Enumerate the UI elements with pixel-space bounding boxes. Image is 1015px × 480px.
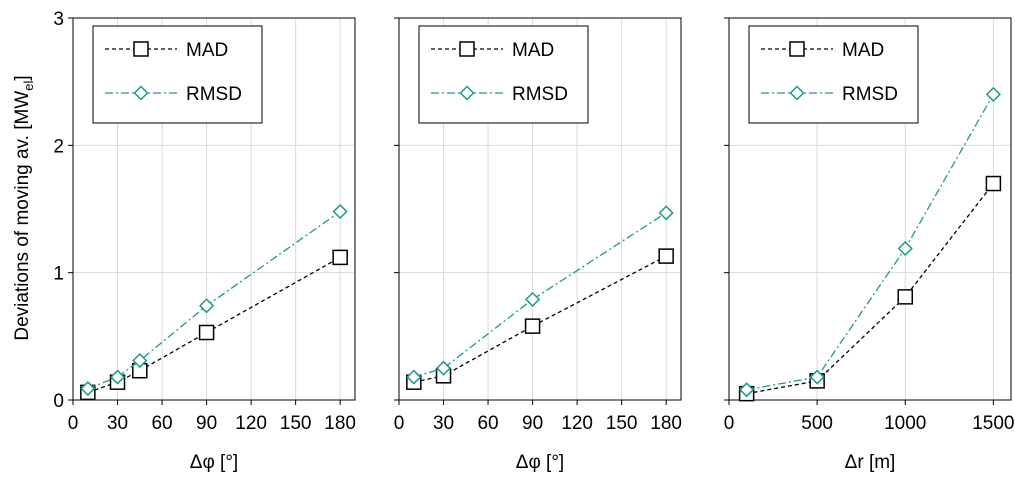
legend-marker-rmsd bbox=[459, 85, 475, 101]
data-point-rmsd bbox=[809, 369, 825, 385]
legend-label-rmsd: RMSD bbox=[512, 84, 568, 105]
x-tick-label: 0 bbox=[724, 413, 735, 434]
legend-marker-rmsd bbox=[133, 85, 149, 101]
x-tick-label: 60 bbox=[151, 413, 172, 434]
x-axis-label: Δφ [°] bbox=[516, 452, 564, 473]
data-point-rmsd bbox=[658, 205, 674, 221]
legend: MAD RMSD bbox=[92, 25, 263, 124]
x-tick-label: 30 bbox=[107, 413, 128, 434]
y-tick-label: 0 bbox=[53, 391, 64, 412]
plot-frame bbox=[398, 17, 682, 401]
y-tick-label: 2 bbox=[53, 136, 64, 157]
panels: 0 30 60 90 120 150 180 0 1 2 3 Δφ [°] MAD RMSD 0 30 60 90… bbox=[53, 9, 1014, 473]
data-point-rmsd bbox=[109, 369, 126, 385]
data-point-mad bbox=[985, 175, 1002, 192]
series-line-rmsd bbox=[746, 94, 994, 391]
data-point-rmsd bbox=[332, 203, 348, 220]
data-point-mad bbox=[897, 289, 913, 305]
data-point-rmsd bbox=[435, 360, 452, 376]
chart-panel-1: 0 30 60 90 120 150 180 0 1 2 3 Δφ [°] MAD RMSD bbox=[53, 9, 356, 473]
x-tick-label: 180 bbox=[324, 413, 356, 434]
x-tick-label: 0 bbox=[68, 413, 79, 434]
legend-marker-mad bbox=[459, 41, 475, 57]
legend-box bbox=[418, 25, 589, 124]
y-axis-label-subscript: el bbox=[21, 81, 36, 91]
x-tick-label: 120 bbox=[561, 413, 593, 434]
y-axis-label: Deviations of moving av. [MWel] bbox=[12, 75, 36, 340]
x-tick-label: 150 bbox=[280, 413, 312, 434]
series-line-mad bbox=[413, 255, 667, 383]
legend-label-mad: MAD bbox=[186, 40, 228, 61]
data-point-mad bbox=[658, 248, 674, 264]
x-axis-label: Δφ [°] bbox=[190, 452, 238, 473]
x-tick-label: 60 bbox=[477, 413, 498, 434]
data-point-rmsd bbox=[985, 86, 1001, 102]
data-point-rmsd bbox=[897, 240, 913, 257]
data-point-mad bbox=[524, 318, 541, 334]
legend-label-mad: MAD bbox=[512, 40, 554, 61]
data-point-rmsd bbox=[199, 298, 215, 314]
legend-label-mad: MAD bbox=[842, 40, 884, 61]
x-tick-label: 30 bbox=[433, 413, 454, 434]
y-tick-label: 1 bbox=[53, 264, 64, 285]
x-tick-label: 180 bbox=[650, 413, 682, 434]
legend-marker-mad bbox=[789, 41, 805, 57]
x-tick-label: 1000 bbox=[884, 413, 926, 434]
legend-marker-mad bbox=[133, 41, 149, 57]
x-tick-label: 90 bbox=[196, 413, 217, 434]
legend: MAD RMSD bbox=[418, 25, 589, 124]
grid-lines bbox=[399, 17, 681, 400]
y-axis-label-main: Deviations of moving av. [MW bbox=[12, 91, 33, 341]
data-point-rmsd bbox=[80, 380, 96, 397]
data-point-mad bbox=[332, 249, 348, 266]
x-tick-label: 120 bbox=[235, 413, 267, 434]
x-tick-label: 500 bbox=[801, 413, 833, 434]
legend-label-rmsd: RMSD bbox=[186, 84, 242, 105]
data-point-mad bbox=[198, 324, 215, 341]
data-point-rmsd bbox=[406, 369, 422, 385]
x-axis-label: Δr [m] bbox=[845, 452, 896, 473]
data-point-rmsd bbox=[525, 291, 541, 307]
series-line-rmsd bbox=[87, 211, 341, 390]
x-tick-label: 1500 bbox=[972, 413, 1014, 434]
data-point-rmsd bbox=[739, 382, 755, 398]
series-line-rmsd bbox=[413, 212, 667, 378]
y-tick-label: 3 bbox=[53, 9, 64, 30]
legend-box bbox=[92, 25, 263, 124]
series-line-mad bbox=[746, 183, 994, 395]
plot-frame bbox=[72, 17, 356, 401]
chart-panel-2: 0 30 60 90 120 150 180 Δφ [°] MAD RMSD bbox=[394, 17, 682, 473]
x-tick-label: 150 bbox=[606, 413, 638, 434]
legend: MAD RMSD bbox=[748, 25, 919, 124]
legend-box bbox=[748, 25, 919, 124]
legend-label-rmsd: RMSD bbox=[842, 84, 898, 105]
legend-marker-rmsd bbox=[789, 85, 805, 101]
data-point-rmsd bbox=[132, 352, 148, 369]
plot-frame bbox=[728, 17, 1012, 401]
y-axis-label-end: ] bbox=[12, 75, 33, 80]
x-tick-label: 0 bbox=[394, 413, 405, 434]
chart-panel-3: 0 500 1000 1500 Δr [m] MAD RMSD bbox=[724, 17, 1015, 473]
x-tick-label: 90 bbox=[522, 413, 543, 434]
